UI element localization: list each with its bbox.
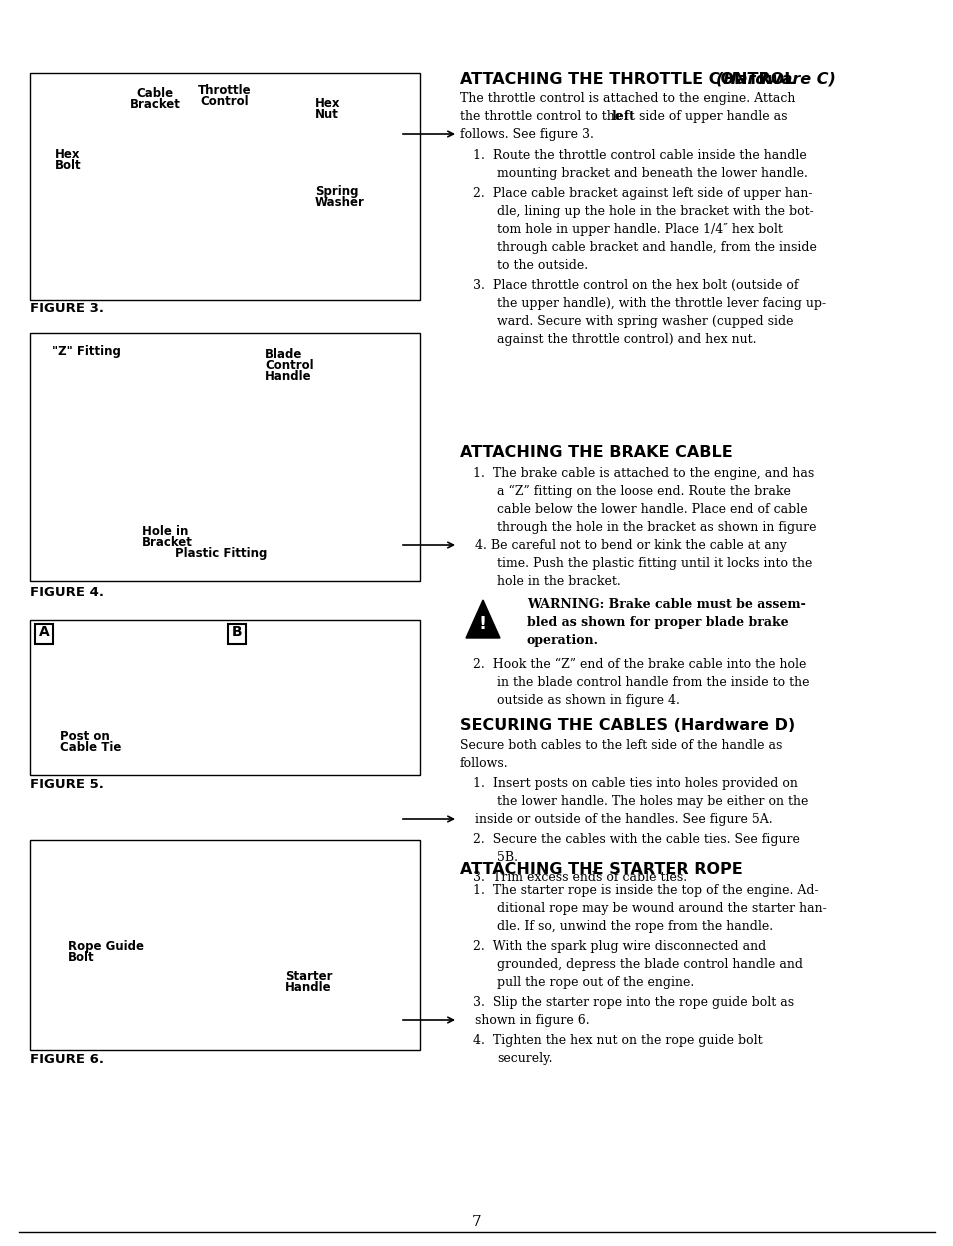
Text: follows.: follows. [459, 758, 508, 770]
Text: Blade: Blade [265, 348, 302, 361]
Text: through the hole in the bracket as shown in figure: through the hole in the bracket as shown… [497, 521, 816, 535]
Text: B: B [232, 625, 242, 639]
Text: dle, lining up the hole in the bracket with the bot-: dle, lining up the hole in the bracket w… [497, 206, 813, 218]
Text: 4.  Tighten the hex nut on the rope guide bolt: 4. Tighten the hex nut on the rope guide… [473, 1034, 761, 1047]
Text: against the throttle control) and hex nut.: against the throttle control) and hex nu… [497, 333, 756, 346]
Text: !: ! [478, 614, 487, 633]
Text: mounting bracket and beneath the lower handle.: mounting bracket and beneath the lower h… [497, 167, 807, 179]
Text: Bracket: Bracket [130, 98, 180, 111]
Text: Spring: Spring [314, 184, 358, 198]
Bar [30, 333, 419, 581]
Text: ATTACHING THE BRAKE CABLE: ATTACHING THE BRAKE CABLE [459, 445, 732, 460]
Text: shown in figure 6.: shown in figure 6. [475, 1014, 589, 1027]
Text: the lower handle. The holes may be either on the: the lower handle. The holes may be eithe… [497, 795, 807, 807]
Text: WARNING: Brake cable must be assem-: WARNING: Brake cable must be assem- [526, 598, 805, 611]
Text: time. Push the plastic fitting until it locks into the: time. Push the plastic fitting until it … [497, 557, 812, 569]
Bar [35, 624, 53, 644]
Text: (Hardware C): (Hardware C) [716, 72, 835, 87]
Text: Plastic Fitting: Plastic Fitting [174, 547, 267, 559]
Text: Bolt: Bolt [68, 951, 94, 964]
Text: Throttle: Throttle [198, 83, 252, 97]
Text: Rope Guide: Rope Guide [68, 939, 144, 953]
Text: Starter: Starter [285, 969, 333, 983]
Bar [30, 840, 419, 1050]
Text: inside or outside of the handles. See figure 5A.: inside or outside of the handles. See fi… [475, 812, 772, 826]
Text: follows. See figure 3.: follows. See figure 3. [459, 128, 594, 141]
Text: Bracket: Bracket [142, 536, 193, 549]
Text: 4. Be careful not to bend or kink the cable at any: 4. Be careful not to bend or kink the ca… [475, 540, 786, 552]
Text: bled as shown for proper blade brake: bled as shown for proper blade brake [526, 616, 788, 629]
Text: Bolt: Bolt [55, 159, 82, 172]
Text: securely.: securely. [497, 1052, 552, 1065]
Text: to the outside.: to the outside. [497, 259, 587, 272]
Text: 1.  Insert posts on cable ties into holes provided on: 1. Insert posts on cable ties into holes… [473, 778, 797, 790]
Text: FIGURE 4.: FIGURE 4. [30, 586, 104, 599]
Polygon shape [465, 601, 499, 638]
Text: FIGURE 5.: FIGURE 5. [30, 778, 104, 791]
Text: Secure both cables to the left side of the handle as: Secure both cables to the left side of t… [459, 739, 781, 753]
Text: ward. Secure with spring washer (cupped side: ward. Secure with spring washer (cupped … [497, 315, 793, 328]
Text: the throttle control to the: the throttle control to the [459, 110, 625, 123]
Text: left: left [612, 110, 636, 123]
Text: SECURING THE CABLES (Hardware D): SECURING THE CABLES (Hardware D) [459, 718, 795, 733]
Text: 2.  Place cable bracket against left side of upper han-: 2. Place cable bracket against left side… [473, 187, 812, 201]
Text: Hole in: Hole in [142, 525, 188, 538]
Text: side of upper handle as: side of upper handle as [635, 110, 786, 123]
Text: ditional rope may be wound around the starter han-: ditional rope may be wound around the st… [497, 902, 826, 915]
Text: FIGURE 3.: FIGURE 3. [30, 302, 104, 315]
Text: hole in the bracket.: hole in the bracket. [497, 574, 620, 588]
Text: 2.  Secure the cables with the cable ties. See figure: 2. Secure the cables with the cable ties… [473, 834, 799, 846]
Text: Handle: Handle [265, 370, 312, 383]
Text: ATTACHING THE STARTER ROPE: ATTACHING THE STARTER ROPE [459, 862, 742, 877]
Text: 3.  Slip the starter rope into the rope guide bolt as: 3. Slip the starter rope into the rope g… [473, 996, 793, 1009]
Text: Nut: Nut [314, 108, 338, 121]
Text: through cable bracket and handle, from the inside: through cable bracket and handle, from t… [497, 240, 816, 254]
Bar [228, 624, 246, 644]
Text: Washer: Washer [314, 196, 364, 209]
Text: FIGURE 6.: FIGURE 6. [30, 1053, 104, 1067]
Text: 3.  Place throttle control on the hex bolt (outside of: 3. Place throttle control on the hex bol… [473, 279, 798, 292]
Text: 2.  Hook the “Z” end of the brake cable into the hole: 2. Hook the “Z” end of the brake cable i… [473, 658, 805, 672]
Bar [30, 74, 419, 300]
Text: in the blade control handle from the inside to the: in the blade control handle from the ins… [497, 677, 809, 689]
Text: operation.: operation. [526, 634, 598, 647]
Text: 1.  Route the throttle control cable inside the handle: 1. Route the throttle control cable insi… [473, 150, 806, 162]
Text: tom hole in upper handle. Place 1/4″ hex bolt: tom hole in upper handle. Place 1/4″ hex… [497, 223, 782, 235]
Text: cable below the lower handle. Place end of cable: cable below the lower handle. Place end … [497, 503, 807, 516]
Text: ATTACHING THE THROTTLE CONTROL: ATTACHING THE THROTTLE CONTROL [459, 72, 800, 87]
Text: Post on: Post on [60, 730, 110, 743]
Text: a “Z” fitting on the loose end. Route the brake: a “Z” fitting on the loose end. Route th… [497, 485, 790, 498]
Text: A: A [38, 625, 50, 639]
Text: Cable: Cable [136, 87, 173, 100]
Text: the upper handle), with the throttle lever facing up-: the upper handle), with the throttle lev… [497, 297, 825, 310]
Text: The throttle control is attached to the engine. Attach: The throttle control is attached to the … [459, 92, 795, 105]
Bar [30, 621, 419, 775]
Text: Control: Control [200, 95, 249, 108]
Text: pull the rope out of the engine.: pull the rope out of the engine. [497, 976, 694, 989]
Text: 1.  The starter rope is inside the top of the engine. Ad-: 1. The starter rope is inside the top of… [473, 883, 818, 897]
Text: 5B.: 5B. [497, 851, 517, 863]
Text: Cable Tie: Cable Tie [60, 741, 121, 754]
Text: outside as shown in figure 4.: outside as shown in figure 4. [497, 694, 679, 706]
Text: grounded, depress the blade control handle and: grounded, depress the blade control hand… [497, 958, 802, 971]
Text: 3.  Trim excess ends of cable ties.: 3. Trim excess ends of cable ties. [473, 871, 686, 883]
Text: 7: 7 [472, 1215, 481, 1229]
Text: Hex: Hex [314, 97, 340, 110]
Text: "Z" Fitting: "Z" Fitting [52, 345, 121, 358]
Text: Handle: Handle [285, 981, 332, 994]
Text: dle. If so, unwind the rope from the handle.: dle. If so, unwind the rope from the han… [497, 920, 772, 933]
Text: 2.  With the spark plug wire disconnected and: 2. With the spark plug wire disconnected… [473, 939, 765, 953]
Text: Hex: Hex [55, 148, 80, 161]
Text: 1.  The brake cable is attached to the engine, and has: 1. The brake cable is attached to the en… [473, 467, 814, 480]
Text: Control: Control [265, 359, 314, 373]
